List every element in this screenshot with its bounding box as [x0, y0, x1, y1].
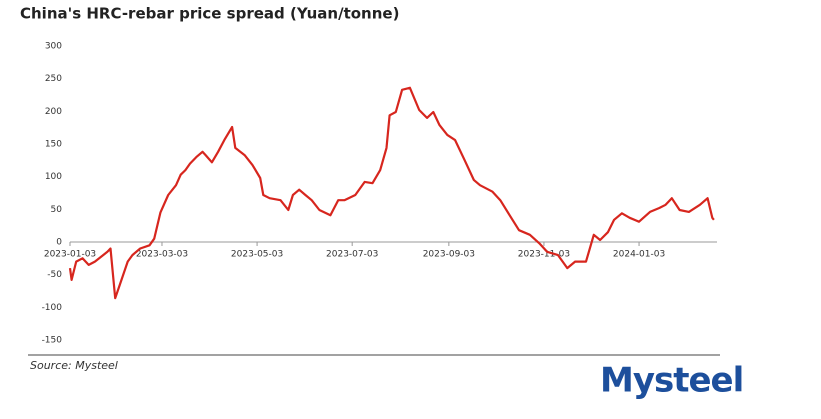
x-tick-label: 2023-01-03	[44, 250, 96, 260]
y-tick-label: 300	[45, 42, 62, 52]
x-tick-label: 2023-05-03	[231, 250, 283, 260]
x-tick-label: 2023-03-03	[136, 250, 188, 260]
y-tick-label: 0	[56, 238, 62, 248]
x-tick-label: 2023-09-03	[423, 250, 475, 260]
y-tick-label: -100	[42, 303, 63, 313]
source-note: Source: Mysteel	[30, 359, 118, 372]
x-tick-label: 2023-11-03	[518, 250, 570, 260]
y-tick-label: 250	[45, 74, 62, 84]
y-tick-label: 50	[51, 205, 63, 215]
x-tick-label: 2023-07-03	[326, 250, 378, 260]
x-tick-label: 2024-01-03	[613, 250, 665, 260]
y-tick-label: -150	[42, 336, 63, 346]
y-tick-label: 100	[45, 172, 62, 182]
logo: Mysteel	[600, 361, 743, 401]
line	[68, 86, 715, 300]
y-tick-label: 150	[45, 140, 62, 150]
chart-title: China's HRC-rebar price spread (Yuan/ton…	[20, 5, 399, 23]
y-tick-label: -50	[47, 270, 62, 280]
y-tick-label: 200	[45, 107, 62, 117]
